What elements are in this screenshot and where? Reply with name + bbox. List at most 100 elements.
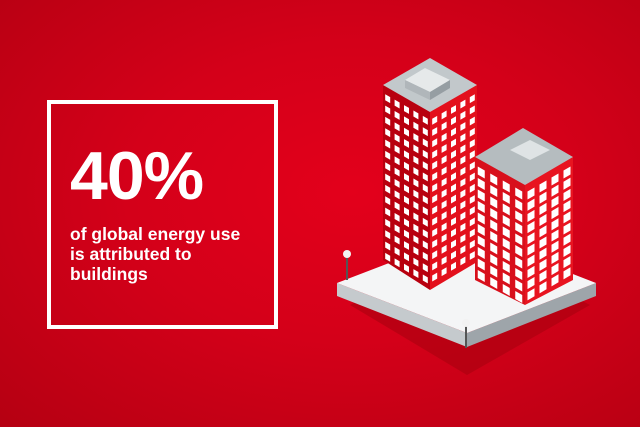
window-icon	[451, 183, 456, 193]
window-icon	[460, 256, 466, 266]
window-icon	[539, 258, 547, 271]
window-icon	[477, 201, 485, 213]
window-icon	[451, 105, 456, 114]
window-icon	[385, 150, 391, 160]
window-icon	[539, 225, 547, 238]
window-icon	[527, 254, 535, 267]
window-icon	[441, 211, 447, 221]
window-icon	[413, 133, 419, 143]
window-icon	[515, 233, 523, 246]
window-icon	[413, 201, 419, 211]
window-icon	[413, 235, 419, 245]
window-icon	[490, 231, 498, 243]
window-icon	[539, 281, 547, 294]
window-icon	[385, 173, 391, 183]
window-icon	[432, 138, 438, 148]
window-icon	[404, 150, 409, 160]
window-icon	[413, 269, 419, 279]
window-icon	[441, 244, 447, 254]
window-icon	[394, 246, 400, 256]
window-icon	[469, 183, 475, 193]
window-icon	[477, 224, 485, 236]
window-icon	[502, 192, 510, 204]
window-icon	[404, 229, 409, 239]
window-icon	[527, 232, 535, 245]
window-icon	[404, 184, 409, 194]
window-icon	[385, 105, 391, 115]
window-icon	[527, 265, 535, 278]
street-lamp-icon	[462, 319, 470, 348]
window-icon	[502, 284, 510, 296]
window-icon	[404, 116, 409, 126]
window-icon	[460, 234, 466, 243]
window-icon	[385, 139, 391, 149]
window-icon	[451, 149, 456, 159]
window-icon	[563, 211, 571, 224]
window-icon	[460, 99, 466, 109]
window-icon	[404, 105, 409, 114]
window-icon	[413, 246, 419, 256]
window-icon	[490, 277, 498, 289]
window-icon	[404, 263, 409, 273]
window-icon	[394, 133, 400, 143]
window-icon	[394, 156, 400, 166]
window-icon	[385, 241, 391, 251]
window-icon	[563, 177, 571, 190]
window-icon	[563, 256, 571, 269]
window-icon	[404, 218, 409, 228]
window-icon	[515, 245, 523, 257]
window-icon	[477, 178, 485, 190]
window-icon	[451, 228, 456, 238]
window-icon	[460, 200, 466, 210]
window-icon	[539, 191, 547, 204]
window-icon	[515, 187, 523, 200]
tall-building-icon	[383, 58, 477, 290]
window-icon	[539, 180, 547, 193]
window-icon	[451, 172, 456, 182]
window-icon	[413, 167, 419, 177]
window-icon	[460, 110, 466, 120]
window-icon	[432, 239, 438, 248]
window-icon	[451, 217, 456, 226]
window-icon	[563, 267, 571, 280]
window-icon	[432, 250, 438, 260]
window-icon	[451, 127, 456, 137]
window-icon	[432, 160, 438, 170]
window-icon	[477, 235, 485, 248]
window-icon	[469, 217, 475, 227]
window-icon	[394, 258, 400, 268]
window-icon	[441, 110, 447, 120]
window-icon	[422, 138, 428, 148]
window-icon	[451, 239, 456, 249]
window-icon	[502, 249, 510, 262]
window-icon	[441, 222, 447, 232]
window-icon	[490, 208, 498, 220]
window-icon	[460, 144, 466, 154]
window-icon	[469, 195, 475, 204]
short-building-icon	[475, 128, 573, 305]
window-icon	[551, 184, 559, 197]
window-icon	[432, 171, 438, 181]
window-icon	[502, 180, 510, 193]
window-icon	[469, 150, 475, 160]
window-icon	[394, 99, 400, 109]
window-icon	[432, 194, 438, 204]
window-icon	[460, 122, 466, 131]
window-icon	[477, 189, 485, 202]
window-icon	[563, 233, 571, 246]
window-icon	[385, 196, 391, 206]
window-icon	[441, 188, 447, 198]
window-icon	[441, 177, 447, 187]
window-icon	[527, 198, 535, 211]
window-icon	[469, 206, 475, 216]
window-icon	[432, 127, 438, 136]
window-icon	[422, 172, 428, 182]
window-icon	[469, 161, 475, 171]
window-icon	[527, 288, 535, 301]
window-icon	[502, 238, 510, 250]
window-icon	[451, 161, 456, 170]
window-icon	[413, 212, 419, 222]
window-icon	[441, 121, 447, 131]
window-icon	[460, 178, 466, 187]
